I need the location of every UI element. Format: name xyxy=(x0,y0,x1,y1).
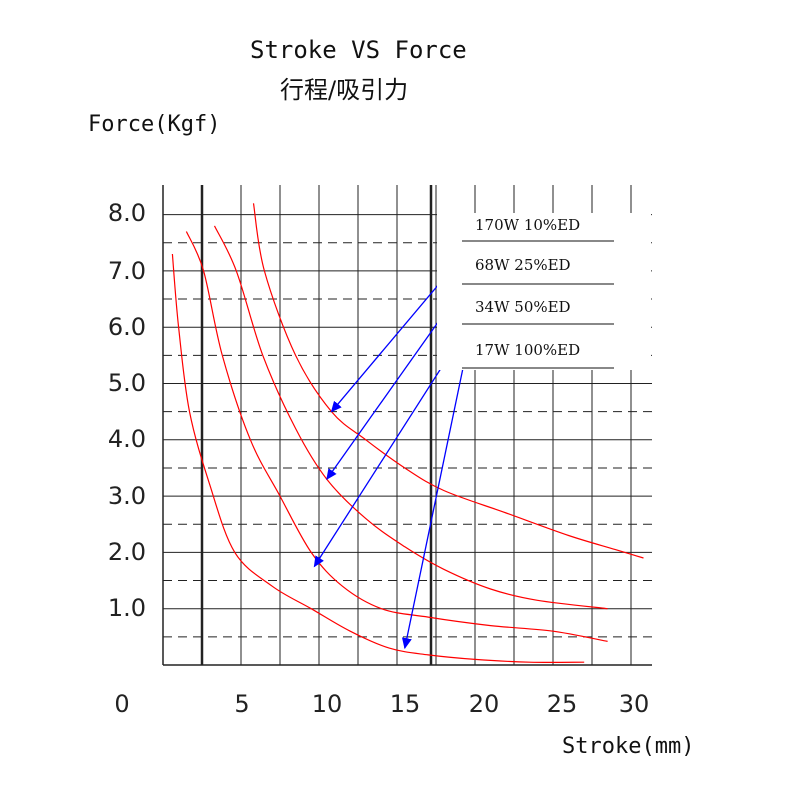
y-tick-label: 3.0 xyxy=(108,482,146,510)
legend-entry-3: 17W 100%ED xyxy=(475,341,580,359)
legend: 170W 10%ED 68W 25%ED 34W 50%ED 17W 100%ED xyxy=(437,213,651,370)
y-tick-label: 5.0 xyxy=(108,369,146,397)
y-tick-label: 8.0 xyxy=(108,199,146,227)
x-tick-label: 20 xyxy=(469,690,500,718)
pointer-arrow-1 xyxy=(326,293,459,481)
x-tick-label: 5 xyxy=(234,690,249,718)
x-axis-label: Stroke(mm) xyxy=(562,734,695,759)
series-line-0 xyxy=(252,203,644,559)
legend-box xyxy=(437,213,651,370)
y-tick-label: 1.0 xyxy=(108,594,146,622)
chart-subtitle: 行程/吸引力 xyxy=(280,76,409,104)
chart-title: Stroke VS Force xyxy=(250,36,467,64)
tick-labels: 8.0 7.0 6.0 5.0 4.0 3.0 2.0 1.0 0 5 10 15 20 25 30 xyxy=(108,199,649,718)
series-line-3 xyxy=(171,253,585,664)
y-axis-label: Force(Kgf) xyxy=(88,112,221,137)
legend-entry-2: 34W 50%ED xyxy=(475,298,571,316)
y-tick-label: 2.0 xyxy=(108,538,146,566)
x-tick-label: 25 xyxy=(547,690,578,718)
x-tick-label: 0 xyxy=(114,690,129,718)
legend-entry-0: 170W 10%ED xyxy=(475,216,580,234)
curves xyxy=(171,203,644,664)
y-tick-label: 7.0 xyxy=(108,257,146,285)
legend-entry-1: 68W 25%ED xyxy=(475,256,571,274)
y-tick-label: 6.0 xyxy=(108,313,146,341)
y-tick-label: 4.0 xyxy=(108,425,146,453)
x-tick-label: 15 xyxy=(390,690,421,718)
pointer-arrow-2 xyxy=(313,336,462,568)
series-line-1 xyxy=(213,225,608,610)
x-tick-label: 30 xyxy=(619,690,650,718)
x-tick-label: 10 xyxy=(312,690,343,718)
pointer-arrow-3 xyxy=(401,367,464,650)
grid xyxy=(162,185,652,666)
